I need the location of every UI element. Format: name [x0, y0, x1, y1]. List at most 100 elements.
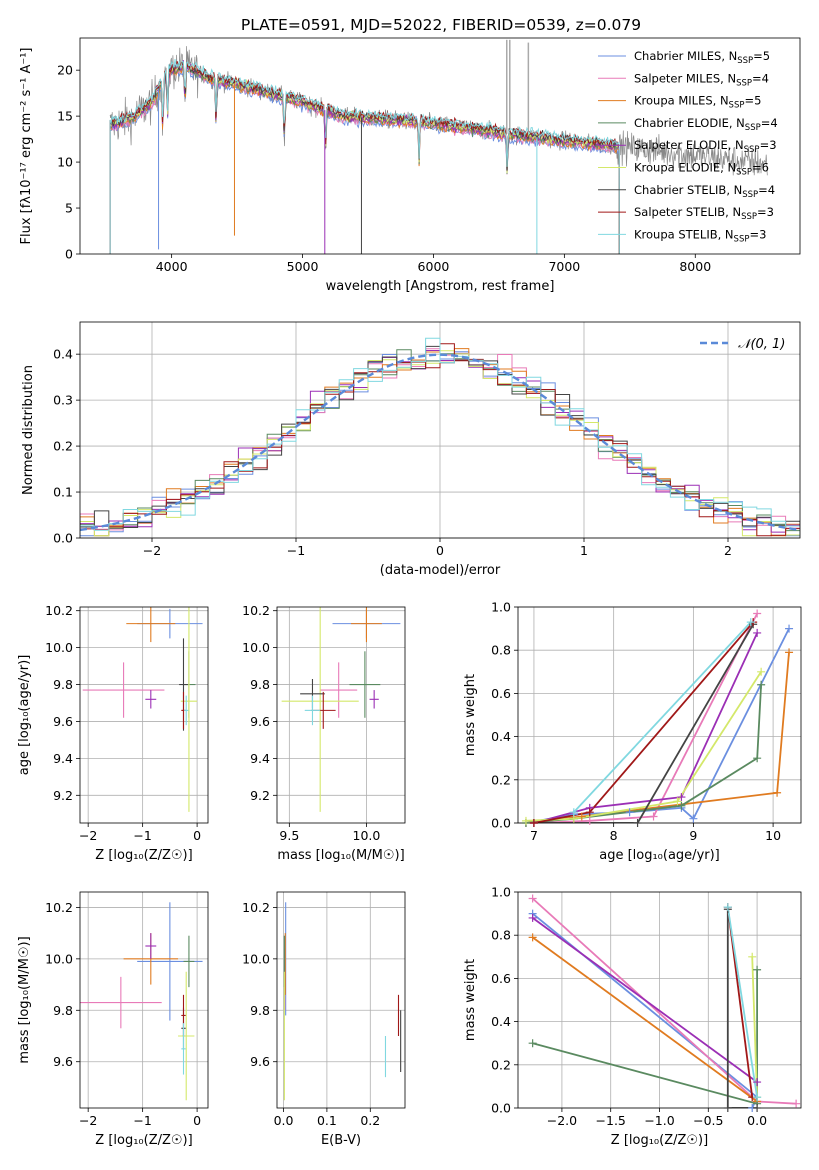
- x-tick-label: 6000: [418, 259, 450, 274]
- panel-massweight-vs-age: 7 8 9 10 0.0 0.2 0.4 0.6 0.8 1.0 age [log₁₀(age/yr…: [463, 600, 802, 863]
- marker-chabrier-stelib: [753, 1104, 762, 1112]
- legend-label-tail: =5: [744, 94, 761, 108]
- series-chabrier-stelib: [533, 623, 754, 823]
- series-chabrier-elodie: [532, 969, 758, 1105]
- y-tick-label: 20: [57, 63, 73, 78]
- x-tick-label: 0: [193, 828, 201, 843]
- y-tick-label: 9.8: [250, 677, 270, 692]
- x-axis-label: E(B-V): [321, 1133, 361, 1148]
- x-tick-label: 7000: [548, 259, 580, 274]
- y-tick-label: 9.6: [250, 714, 270, 729]
- legend-label-sub: SSP: [744, 145, 760, 155]
- y-tick-label: 0.0: [491, 816, 511, 831]
- axes-frame: [79, 37, 801, 255]
- legend-label-tail: =5: [753, 49, 770, 63]
- y-tick-label: 0.6: [491, 686, 511, 701]
- y-tick-label: 0.0: [53, 531, 73, 546]
- marker-chabrier-elodie: [757, 680, 766, 689]
- legend-label-base: Kroupa MILES, N: [634, 94, 729, 108]
- y-tick-label: 10.2: [45, 900, 73, 915]
- legend-label-salpeter-elodie: Salpeter ELODIE, NSSP=3: [634, 138, 777, 155]
- x-axis-label: Z [log₁₀(Z/Z☉)]: [611, 1133, 708, 1148]
- x-tick-label: 1: [580, 543, 588, 558]
- series-kroupa-elodie: [751, 956, 758, 1098]
- plot-area-spectrum: [109, 39, 768, 254]
- y-tick-label: 0.0: [491, 1101, 511, 1116]
- axes-frame: [79, 321, 801, 539]
- plot-area-residuals: [80, 337, 800, 537]
- legend-label-tail: =6: [752, 161, 769, 175]
- legend-label-sub: SSP: [736, 168, 752, 178]
- y-tick-label: 0.8: [491, 928, 511, 943]
- legend-label-base: Kroupa STELIB, N: [634, 227, 734, 241]
- marker-kroupa-elodie: [748, 952, 757, 961]
- panel-age-vs-Z: −2 −1 0 9.2 9.4 9.6 9.8 10.0 10.2 Z [log₁₀(Z/Z☉)]…: [17, 603, 209, 863]
- marker-chabrier-miles: [785, 624, 794, 633]
- x-axis-label: mass [log₁₀(M/M☉)]: [277, 848, 404, 863]
- series-salpeter-miles: [533, 613, 759, 823]
- x-tick-label: 0.2: [360, 1113, 380, 1128]
- data-spectrum-line: [109, 46, 768, 176]
- y-tick-label: 0.3: [53, 393, 73, 408]
- model-spectrum-chabrier-elodie: [109, 63, 620, 254]
- legend-label-chabrier-stelib: Chabrier STELIB, NSSP=4: [634, 183, 775, 200]
- y-tick-label: 10.0: [242, 640, 270, 655]
- marker-kroupa-stelib: [723, 903, 732, 912]
- marker-kroupa-miles: [577, 812, 586, 821]
- legend-label-base: Salpeter MILES, N: [634, 71, 736, 85]
- y-axis-label: mass [log₁₀(M/M☉)]: [17, 936, 32, 1063]
- y-tick-label: 0.4: [491, 1014, 511, 1029]
- y-tick-label: 9.8: [53, 677, 73, 692]
- legend-label-gaussian: 𝒩(0, 1): [738, 337, 785, 352]
- y-tick-label: 9.6: [53, 714, 73, 729]
- y-tick-label: 9.6: [250, 1054, 270, 1069]
- marker-kroupa-elodie: [521, 816, 530, 825]
- marker-salpeter-elodie: [753, 1078, 762, 1087]
- y-tick-label: 0.2: [491, 1057, 511, 1072]
- y-axis-label: Normed distribution: [21, 365, 36, 495]
- x-tick-label: 4000: [156, 259, 188, 274]
- legend-label-tail: =3: [757, 205, 774, 219]
- axes-frame: [79, 891, 209, 1109]
- x-tick-label: 5000: [287, 259, 319, 274]
- legend-label-base: Salpeter ELODIE, N: [634, 138, 744, 152]
- series-salpeter-elodie: [533, 632, 759, 823]
- legend-label-base: Kroupa ELODIE, N: [634, 161, 736, 175]
- panel-spectrum: 4000 5000 6000 7000 8000 0 5 10 15 20 wavelength […: [19, 37, 801, 294]
- x-axis-label: Z [log₁₀(Z/Z☉)]: [95, 848, 192, 863]
- legend-label-base: Chabrier ELODIE, N: [634, 116, 745, 130]
- legend-label-salpeter-miles: Salpeter MILES, NSSP=4: [634, 71, 769, 88]
- model-spectrum-chabrier-miles: [109, 67, 620, 254]
- x-tick-label: 9.5: [279, 828, 299, 843]
- x-tick-label: −1.0: [644, 1113, 674, 1128]
- y-tick-label: 10.0: [45, 640, 73, 655]
- model-spectrum-kroupa-stelib: [109, 59, 620, 254]
- x-tick-label: 10.0: [353, 828, 381, 843]
- x-tick-label: −1: [133, 828, 151, 843]
- marker-salpeter-miles: [585, 816, 594, 825]
- y-tick-label: 10.2: [242, 603, 270, 618]
- marker-chabrier-elodie: [528, 1039, 537, 1048]
- y-axis-label: mass weight: [463, 674, 478, 756]
- x-axis-label: wavelength [Angstrom, rest frame]: [326, 279, 555, 294]
- x-tick-label: 0.0: [274, 1113, 294, 1128]
- legend-label-kroupa-stelib: Kroupa STELIB, NSSP=3: [634, 227, 766, 244]
- legend-label-sub: SSP: [737, 56, 753, 66]
- series-chabrier-stelib: [726, 909, 758, 1108]
- series-chabrier-miles: [525, 628, 790, 823]
- legend-label-sub: SSP: [745, 123, 761, 133]
- axes-frame: [517, 891, 802, 1109]
- plot-area-massweight-vs-age: [525, 613, 790, 823]
- legend-label-sub: SSP: [742, 190, 758, 200]
- x-axis-label: Z [log₁₀(Z/Z☉)]: [95, 1133, 192, 1148]
- x-tick-label: 0: [436, 543, 444, 558]
- legend-label-tail: =4: [758, 183, 775, 197]
- marker-chabrier-elodie: [753, 965, 762, 974]
- marker-kroupa-miles: [528, 933, 537, 942]
- x-tick-label: 0.0: [747, 1113, 767, 1128]
- axes-frame: [79, 606, 209, 824]
- plot-area-age-vs-mass: [281, 607, 401, 812]
- model-spectrum-salpeter-miles: [109, 65, 620, 254]
- series-kroupa-stelib: [573, 621, 752, 813]
- y-tick-label: 0.8: [491, 643, 511, 658]
